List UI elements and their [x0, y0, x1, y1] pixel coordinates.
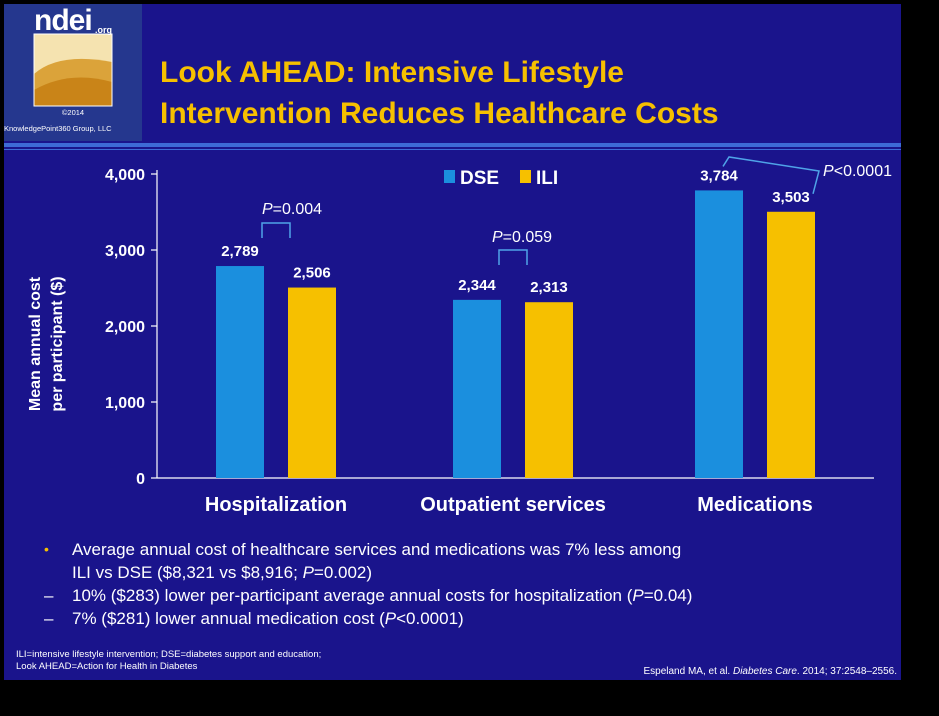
y-tick-label: 0	[136, 471, 145, 488]
significance-bracket	[722, 156, 820, 194]
p-value-annotation: P=0.004	[262, 201, 322, 218]
logo-graphic-icon	[33, 33, 113, 107]
x-tick-label: Outpatient services	[420, 494, 606, 516]
data-label: 2,506	[293, 265, 331, 282]
y-tick-label: 1,000	[105, 395, 145, 412]
sub-bullet-item: – 10% ($283) lower per-participant avera…	[44, 584, 692, 607]
y-axis-title-line-1: Mean annual cost	[27, 276, 44, 411]
y-axis-title-line-2: per participant ($)	[49, 276, 66, 411]
logo-wordmark: ndei	[34, 4, 93, 37]
significance-bracket	[261, 222, 291, 238]
title-line-2: Intervention Reduces Healthcare Costs	[160, 97, 719, 130]
p-value: =0.059	[503, 229, 552, 246]
bullet-item: • Average annual cost of healthcare serv…	[44, 538, 692, 584]
data-label: 2,344	[458, 277, 496, 294]
data-label: 2,313	[530, 279, 568, 296]
bar-ili	[525, 302, 573, 478]
data-label: 2,789	[221, 243, 259, 260]
p-value-annotation: P<0.0001	[823, 163, 892, 180]
y-axis-title: Mean annual cost per participant ($)	[27, 276, 66, 411]
legend-swatch-ili	[520, 170, 531, 183]
logo-copyright: ©2014	[61, 108, 85, 117]
bar-dse	[453, 299, 501, 478]
x-tick-label: Medications	[697, 494, 813, 516]
x-tick-label: Hospitalization	[205, 494, 347, 516]
citation: Espeland MA, et al. Diabetes Care. 2014;…	[643, 666, 897, 677]
p-value: <0.0001	[834, 163, 892, 180]
title-divider	[4, 143, 901, 147]
data-label: 3,784	[700, 167, 738, 184]
sub-bullet-item: – 7% ($281) lower annual medication cost…	[44, 607, 692, 630]
y-tick-label: 4,000	[105, 167, 145, 184]
y-tick-label: 2,000	[105, 319, 145, 336]
logo-domain: .org	[95, 25, 112, 35]
slide: ndei .org ©2014 KnowledgePoint360 Group,…	[4, 4, 901, 680]
p-italic: P	[823, 163, 834, 180]
bullet-marker: –	[44, 586, 54, 605]
ndei-logo: ndei .org ©2014 KnowledgePoint360 Group,…	[4, 4, 142, 141]
bullet-text-line-1: Average annual cost of healthcare servic…	[72, 540, 682, 559]
footnote-line-1: ILI=intensive lifestyle intervention; DS…	[16, 649, 322, 660]
slide-title: Look AHEAD: Intensive Lifestyle Interven…	[160, 52, 719, 134]
bar-chart: 0 1,000 2,000 3,000 4,000 Mean annual cost per…	[27, 156, 892, 516]
y-tick-label: 3,000	[105, 243, 145, 260]
bullet-marker: •	[44, 541, 49, 557]
logo-company: KnowledgePoint360 Group, LLC	[4, 124, 112, 133]
data-label: 3,503	[772, 189, 810, 206]
legend-swatch-dse	[444, 170, 455, 183]
bullet-text: 10% ($283) lower per-participant average…	[72, 586, 693, 605]
title-line-1: Look AHEAD: Intensive Lifestyle	[160, 56, 624, 89]
significance-bracket	[498, 249, 528, 265]
bar-dse	[695, 190, 743, 478]
p-value-annotation: P=0.059	[492, 229, 552, 246]
bullet-text: 7% ($281) lower annual medication cost (…	[72, 609, 464, 628]
bullet-text-line-2: ILI vs DSE ($8,321 vs $8,916; P=0.002)	[72, 563, 373, 582]
legend-label-dse: DSE	[460, 168, 499, 189]
title-divider-thin	[4, 149, 901, 150]
p-italic: P	[262, 201, 273, 218]
bar-ili	[767, 211, 815, 478]
bullet-marker: –	[44, 609, 54, 628]
p-italic: P	[492, 229, 503, 246]
footnote-line-2: Look AHEAD=Action for Health in Diabetes	[16, 661, 198, 672]
bar-ili	[288, 287, 336, 478]
footnote: ILI=intensive lifestyle intervention; DS…	[16, 649, 321, 673]
bullet-list: • Average annual cost of healthcare serv…	[44, 538, 692, 630]
bar-dse	[216, 266, 264, 478]
p-value: =0.004	[273, 201, 322, 218]
legend-label-ili: ILI	[536, 168, 558, 189]
